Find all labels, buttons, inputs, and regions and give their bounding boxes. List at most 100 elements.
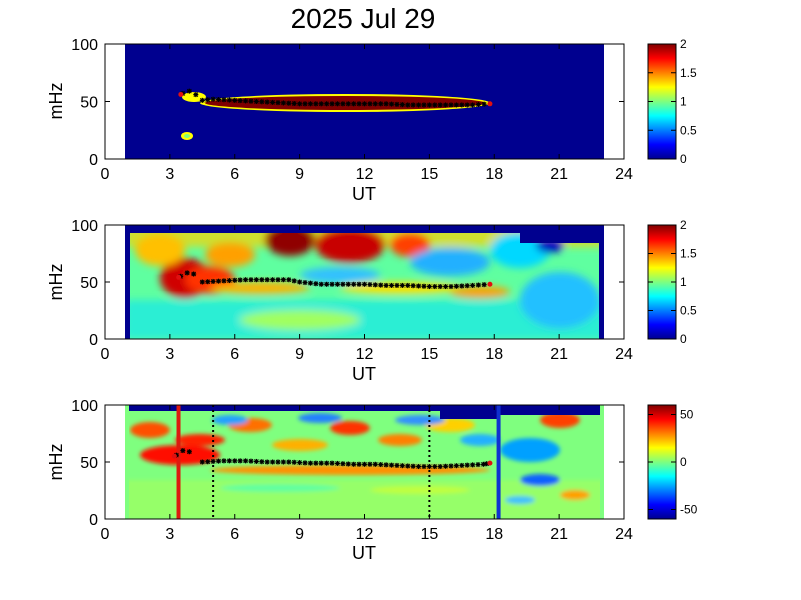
panel-2-xtick-label: 0 bbox=[101, 346, 110, 363]
panel-3-trace-point bbox=[383, 462, 389, 468]
panel-1-colorbar-tick-label: 0 bbox=[680, 152, 687, 166]
panel-1-trace-point bbox=[459, 102, 465, 108]
panel-2-trace-point bbox=[372, 282, 378, 288]
panel-3-trace-point bbox=[416, 464, 422, 470]
panel-3-trace-point bbox=[297, 460, 303, 466]
panel-3-xtick-label: 15 bbox=[420, 526, 438, 543]
panel-3-ylabel: mHz bbox=[46, 444, 66, 481]
panel-2-trace-extra-point bbox=[184, 270, 190, 276]
panel-1-trace-point bbox=[464, 102, 470, 108]
panel-1-ytick-label: 100 bbox=[71, 37, 98, 54]
panel-2-trace-extra-point bbox=[191, 271, 197, 277]
panel-1-trace-point bbox=[362, 101, 367, 107]
panel-3-trace-point bbox=[291, 459, 297, 465]
panel-1-xtick-label: 9 bbox=[295, 166, 304, 183]
panel-2-xtick-label: 12 bbox=[356, 346, 374, 363]
panel-2-xtick-label: 24 bbox=[615, 346, 633, 363]
panel-3-trace-point bbox=[362, 461, 367, 467]
panel-1-trace-point bbox=[253, 99, 259, 104]
figure-title: 2025 Jul 29 bbox=[291, 3, 436, 34]
panel-2-trace-point bbox=[475, 282, 481, 288]
panel-1-colorbar-tick-label: 2 bbox=[680, 37, 687, 51]
panel-2-trace-point bbox=[362, 281, 367, 287]
panel-3-trace-point bbox=[216, 458, 222, 464]
panel-1-trace-point bbox=[237, 98, 243, 104]
panel-3-trace-point bbox=[286, 459, 292, 465]
panel-1-colorbar-tick-label: 1 bbox=[680, 95, 687, 109]
panel-3-trace-point bbox=[378, 462, 384, 468]
panel-1-colorbar-ticks: 0 0.5 1 1.5 2 bbox=[648, 37, 697, 166]
panel-1-trace-point bbox=[216, 96, 222, 102]
panel-1-xtick-label: 0 bbox=[101, 166, 110, 183]
panel-3-trace-point bbox=[248, 458, 254, 464]
panel-3-trace-point bbox=[199, 459, 205, 465]
panel-3-xtick-label: 9 bbox=[295, 526, 304, 543]
panel-3-trace-point bbox=[432, 464, 438, 470]
panel-2-trace-point bbox=[248, 277, 254, 283]
panel-3-trace-point bbox=[324, 460, 330, 466]
panel-1-trace-point bbox=[286, 100, 292, 106]
panel-1-trace-point bbox=[383, 101, 389, 107]
panel-2-ytick-label: 50 bbox=[80, 275, 98, 292]
panel-1-trace-end-point bbox=[487, 101, 493, 107]
panel-1-trace-point bbox=[399, 102, 405, 108]
panel-1-trace-point bbox=[259, 99, 265, 105]
panel-3-trace-point bbox=[243, 458, 249, 464]
panel-1-heatmap bbox=[125, 44, 604, 159]
panel-2-trace-point bbox=[345, 281, 351, 287]
panel-3-axes: 0 3 6 9 12 15 18 21 24 0 50 100 bbox=[71, 398, 633, 543]
panel-2-ytick-label: 100 bbox=[71, 218, 98, 235]
panel-2-colorbar-tick-label: 1 bbox=[680, 275, 687, 289]
panel-2-trace-point bbox=[416, 283, 422, 289]
panel-2-trace-point bbox=[437, 284, 443, 290]
panel-1-trace-point bbox=[405, 102, 411, 108]
panel-3-trace-point bbox=[399, 463, 405, 469]
panel-1-blob-start bbox=[182, 92, 206, 102]
panel-1-trace-point bbox=[329, 101, 335, 107]
panel-1-blob-small-core bbox=[184, 134, 190, 138]
panel-3-trace-point bbox=[351, 461, 357, 467]
panel-1-ytick-label: 0 bbox=[89, 152, 98, 169]
panel-3-trace-extra-point bbox=[180, 448, 186, 454]
panel-2-xtick-label: 18 bbox=[485, 346, 503, 363]
panel-1-trace-point bbox=[232, 97, 238, 103]
panel-1-trace-point bbox=[270, 99, 276, 105]
panel-3-trace-extra-point bbox=[186, 449, 192, 455]
panel-3-trace-point bbox=[307, 460, 313, 466]
panel-2-trace-point bbox=[378, 282, 384, 288]
panel-2-trace-point bbox=[205, 279, 211, 285]
panel-3-xtick-label: 24 bbox=[615, 526, 633, 543]
panel-3-trace-point bbox=[437, 464, 443, 470]
panel-3-colorbar-tick-label: 50 bbox=[680, 408, 694, 422]
panel-3-trace-point bbox=[275, 459, 281, 465]
panel-1-colorbar-tick-label: 1.5 bbox=[680, 66, 697, 80]
panel-2-trace-point bbox=[351, 281, 357, 287]
panel-2-trace-point bbox=[216, 278, 222, 284]
panel-3-xtick-label: 3 bbox=[165, 526, 174, 543]
panel-1-trace-point bbox=[372, 101, 378, 107]
panel-1-xtick-label: 12 bbox=[356, 166, 374, 183]
panel-1-trace-point bbox=[210, 96, 216, 102]
panel-1-trace-point bbox=[437, 102, 443, 108]
panel-2-colorbar-tick-label: 2 bbox=[680, 218, 687, 232]
panel-2-trace-point bbox=[356, 281, 362, 287]
panel-2-ytick-label: 0 bbox=[89, 332, 98, 349]
panel-2-xtick-label: 9 bbox=[295, 346, 304, 363]
panel-1-trace-point bbox=[243, 98, 249, 104]
panel-1-trace-point bbox=[421, 102, 427, 108]
panel-2-trace-point bbox=[264, 277, 270, 283]
panel-2-trace-point bbox=[291, 278, 297, 284]
panel-1-trace-point bbox=[324, 101, 330, 107]
panel-1-trace-point bbox=[432, 102, 438, 108]
panel-1-trace-point bbox=[378, 101, 384, 107]
panel-2-colorbar: 0 0.5 1 1.5 2 bbox=[647, 218, 697, 346]
panel-1-trace-point bbox=[226, 97, 232, 103]
panel-3-trace-point bbox=[356, 461, 362, 467]
panel-1-xtick-label: 18 bbox=[485, 166, 503, 183]
panel-3-trace-point bbox=[318, 460, 324, 466]
panel-3-trace bbox=[171, 448, 493, 470]
panel-3-trace-point bbox=[448, 463, 454, 469]
panel-3-trace-point bbox=[421, 464, 427, 470]
panel-1-trace-point bbox=[297, 101, 303, 107]
panel-3-trace-point bbox=[345, 461, 351, 467]
